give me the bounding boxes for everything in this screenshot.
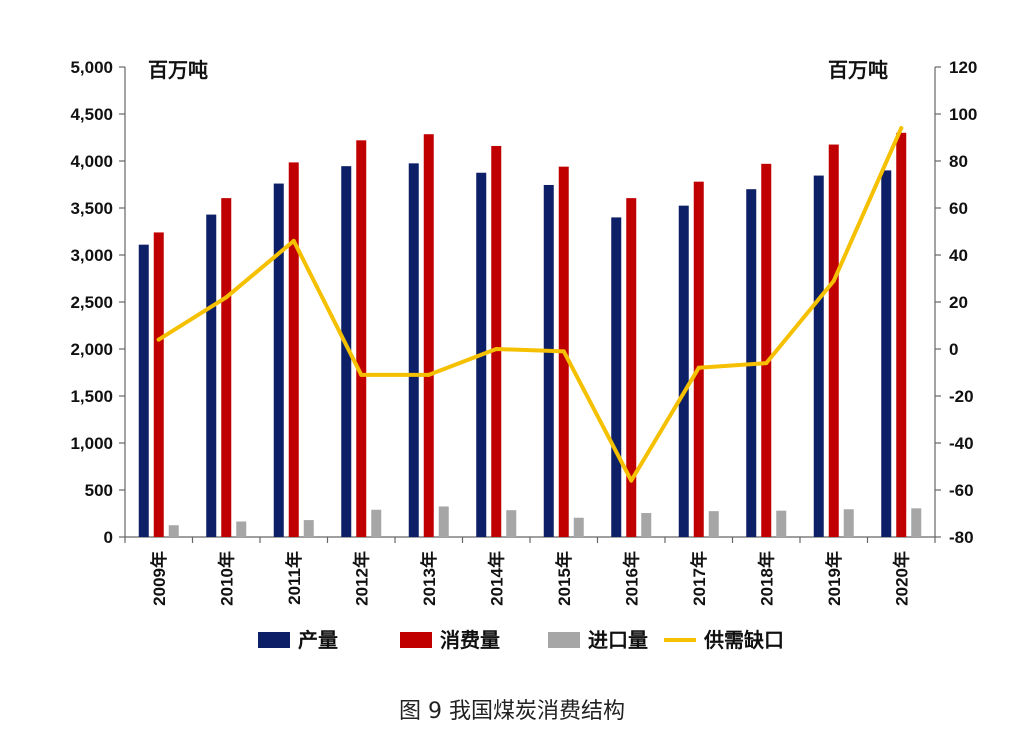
point-供需缺口 [359,372,364,377]
x-tick-label: 2012年 [351,551,371,606]
bar-进口量 [438,506,449,537]
bar-消费量 [356,140,367,537]
bar-产量 [543,184,554,537]
bar-消费量 [491,145,502,537]
bar-进口量 [506,510,517,537]
bar-产量 [678,205,689,537]
bar-产量 [881,170,892,537]
bar-消费量 [761,163,772,537]
x-tick-label: 2018年 [756,551,776,606]
x-tick-label: 2015年 [554,551,574,606]
right-tick-label: 20 [949,293,968,312]
line-供需缺口 [156,126,904,483]
legend-label-产量: 产量 [298,628,338,652]
legend-swatch-进口量 [548,632,580,648]
bars [138,132,922,538]
left-tick-label: 0 [104,528,113,547]
bar-进口量 [168,525,179,537]
x-tick-label: 2014年 [486,551,506,606]
x-tick-label: 2011年 [284,551,304,605]
bar-产量 [206,214,217,537]
point-供需缺口 [899,126,904,131]
bar-消费量 [221,198,232,537]
legend-label-进口量: 进口量 [588,629,648,652]
point-供需缺口 [291,238,296,243]
legend-label-供需缺口: 供需缺口 [703,628,784,652]
bar-进口量 [371,509,382,537]
left-tick-label: 4,000 [70,152,113,171]
right-tick-label: 100 [949,105,977,124]
right-tick-label: -20 [949,387,974,406]
gap-line-layer [156,126,904,483]
right-tick-label: 0 [949,340,958,359]
left-unit-label: 百万吨 [148,58,208,82]
bar-进口量 [911,508,922,537]
right-unit-label: 百万吨 [828,58,888,82]
figure-caption: 图 9 我国煤炭消费结构 [399,699,625,724]
bar-消费量 [896,132,907,538]
left-tick-label: 500 [85,481,113,500]
left-tick-label: 3,500 [70,199,113,218]
bar-消费量 [288,162,299,537]
point-供需缺口 [629,478,634,483]
point-供需缺口 [494,347,499,351]
axes: 0 500 1,000 1,500 2,000 2,500 3,000 3,500 4,000 4… [70,58,977,606]
point-供需缺口 [561,349,566,354]
left-tick-label: 4,500 [70,105,113,124]
bar-消费量 [423,134,434,537]
bar-进口量 [303,520,314,537]
legend-swatch-产量 [258,632,290,648]
bar-进口量 [776,510,787,537]
x-tick-label: 2010年 [216,551,236,606]
right-tick-label: -80 [949,528,974,547]
bar-消费量 [693,181,704,537]
point-供需缺口 [224,295,229,300]
legend-label-消费量: 消费量 [440,628,500,652]
point-供需缺口 [831,278,836,283]
point-供需缺口 [426,372,431,377]
bar-进口量 [236,521,247,537]
x-tick-label: 2009年 [149,551,169,606]
left-tick-label: 2,000 [70,340,113,359]
x-tick-label: 2017年 [689,551,709,606]
bar-进口量 [708,511,719,537]
bar-产量 [341,166,352,538]
bar-消费量 [153,232,164,537]
right-tick-label: 40 [949,246,968,265]
right-tick-label: -40 [949,434,974,453]
bar-进口量 [843,509,854,537]
point-供需缺口 [764,361,769,366]
bar-消费量 [828,144,839,538]
right-tick-label: -60 [949,481,974,500]
bar-产量 [408,163,419,537]
left-tick-label: 5,000 [70,58,113,77]
left-tick-label: 1,000 [70,434,113,453]
right-tick-label: 60 [949,199,968,218]
left-tick-label: 2,500 [70,293,113,312]
point-供需缺口 [696,365,701,370]
bar-进口量 [573,517,584,537]
bar-消费量 [626,198,637,537]
x-tick-label: 2019年 [824,551,844,606]
bar-进口量 [641,513,652,537]
left-tick-label: 3,000 [70,246,113,265]
right-tick-label: 80 [949,152,968,171]
right-tick-label: 120 [949,58,977,77]
x-tick-label: 2016年 [621,551,641,606]
bar-产量 [611,217,622,537]
bar-产量 [273,183,284,537]
x-tick-label: 2020年 [891,551,911,606]
x-tick-label: 2013年 [419,551,439,606]
legend-swatch-消费量 [400,632,432,648]
legend: 产量 消费量 进口量 供需缺口 [258,628,784,652]
bar-产量 [813,175,824,537]
point-供需缺口 [156,337,161,342]
bar-产量 [138,244,149,537]
left-tick-label: 1,500 [70,387,113,406]
